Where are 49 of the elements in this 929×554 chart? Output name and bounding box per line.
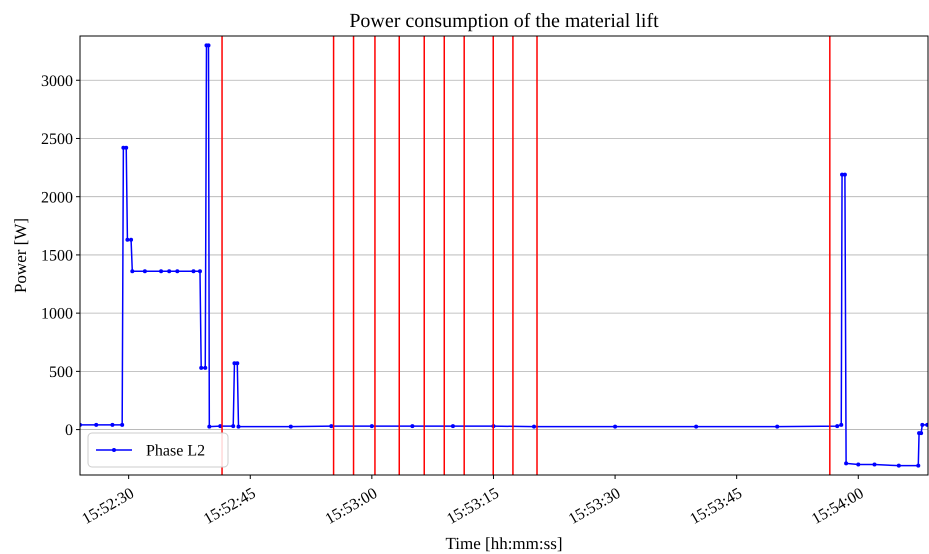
point [775,424,780,429]
point [450,424,455,428]
point [532,424,536,429]
point [159,269,164,274]
point [236,424,241,429]
point [231,424,236,428]
point [896,464,901,468]
point [844,461,848,466]
point [130,269,134,274]
point [125,238,130,242]
point [410,424,414,428]
y-tick-label: 0 [65,422,73,440]
y-tick-label: 2000 [41,189,73,206]
point [120,422,124,427]
point [167,269,172,274]
point [842,172,847,177]
legend-label: Phase L2 [146,442,206,460]
y-tick-label: 3000 [41,72,73,90]
point [175,269,180,274]
point [199,366,204,370]
point [839,422,844,427]
point [94,422,98,427]
y-tick-label: 1500 [41,248,73,265]
point [694,424,698,429]
point [835,424,840,428]
point [613,424,618,429]
point [192,269,196,274]
point [925,422,928,427]
point [110,422,114,427]
point [129,238,134,242]
y-tick-label: 2500 [41,131,73,148]
point [203,366,208,370]
point [124,146,128,150]
point [329,424,334,428]
y-axis-title: Power [W] [11,218,30,294]
point [142,269,147,274]
chart-title: Power consumption of the material lift [349,10,660,32]
point [198,269,202,274]
point [235,361,240,366]
y-tick-label: 500 [49,364,73,381]
point [370,424,374,428]
point [856,462,860,467]
point [288,424,293,429]
point [207,424,212,429]
point [872,462,877,467]
x-axis-title: Time [hh:mm:ss] [446,534,562,553]
point [916,464,920,468]
y-tick-label: 1000 [41,306,73,323]
point [920,422,924,427]
